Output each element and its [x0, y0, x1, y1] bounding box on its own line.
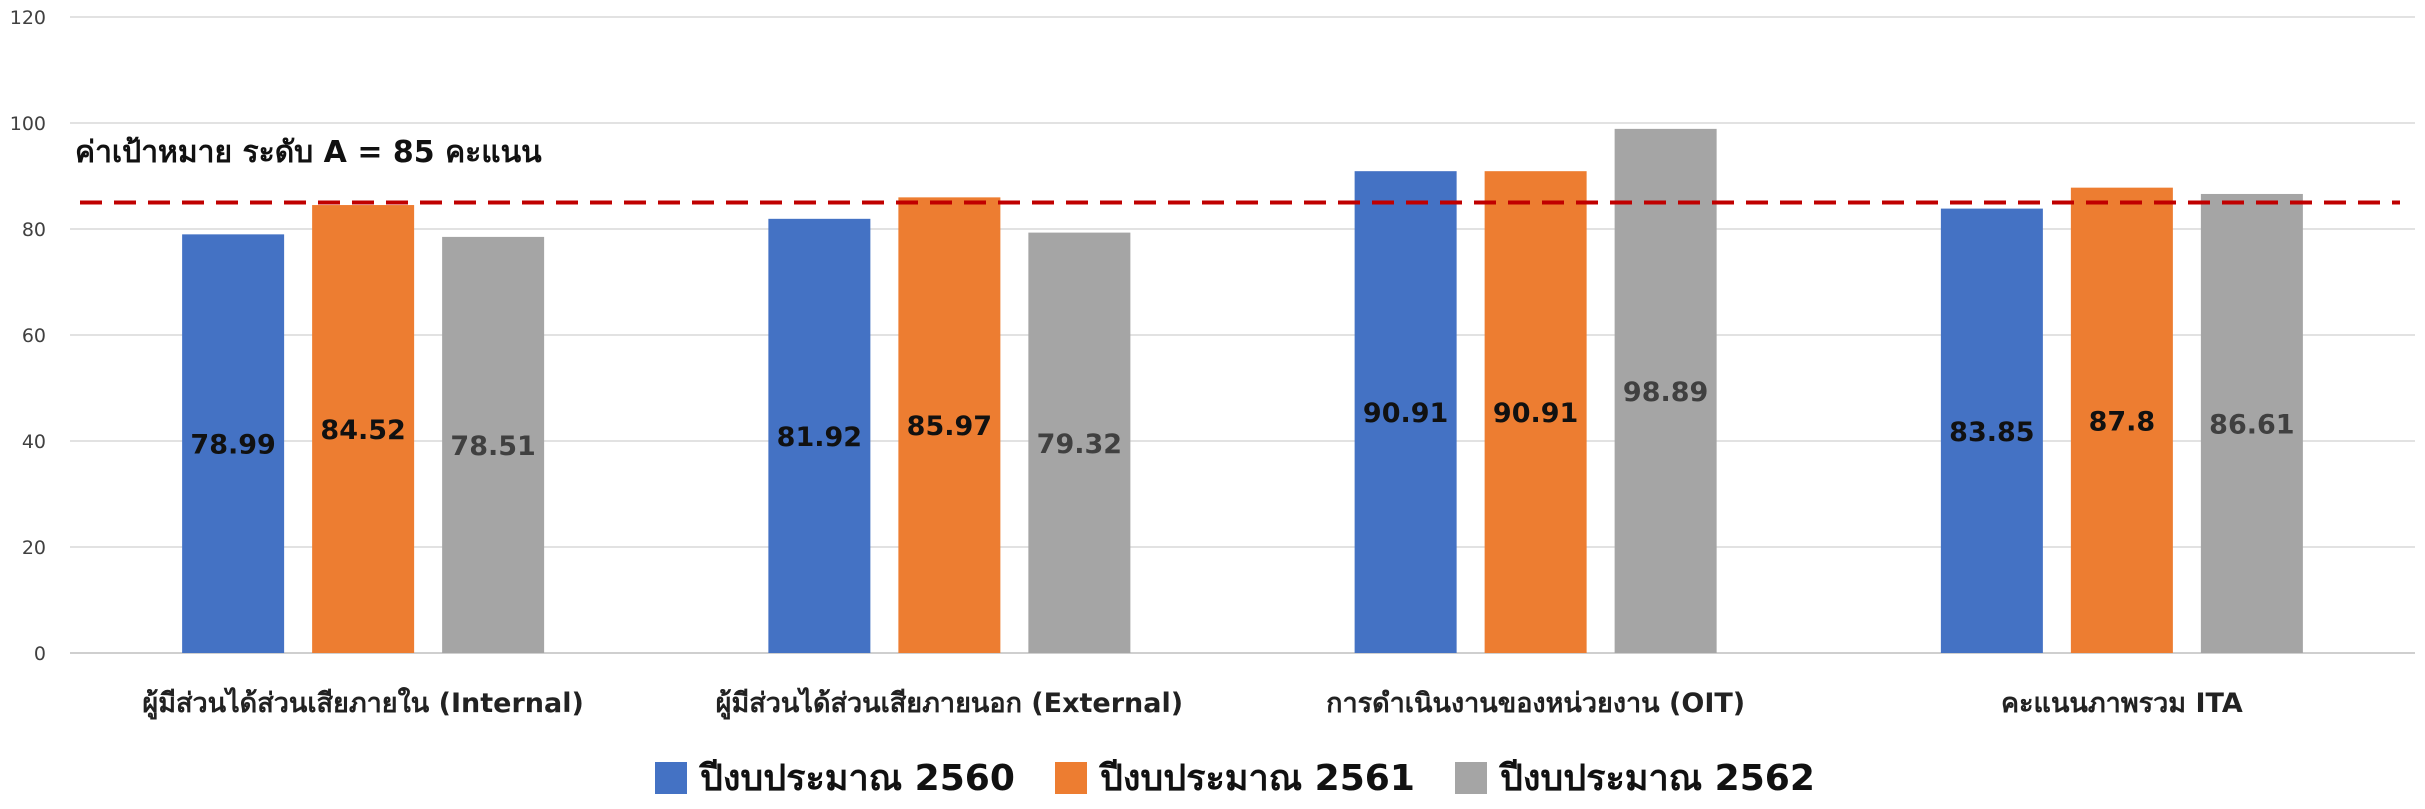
bar	[182, 234, 285, 653]
bar	[312, 205, 415, 653]
data-label: 90.91	[1363, 398, 1448, 429]
legend-label: ปีงบประมาณ 2561	[1098, 758, 1415, 799]
bar	[1354, 171, 1457, 653]
bar	[1028, 232, 1131, 653]
data-label: 79.32	[1037, 429, 1122, 460]
legend-swatch	[655, 762, 687, 794]
category-label: ผู้มีส่วนได้ส่วนเสียภายนอก (External)	[716, 687, 1183, 720]
y-tick-label: 20	[22, 537, 46, 559]
y-tick-label: 60	[22, 325, 46, 347]
bar	[1614, 128, 1717, 653]
legend-swatch	[1455, 762, 1487, 794]
data-label: 78.51	[450, 431, 535, 462]
bar	[1484, 171, 1587, 653]
bar	[768, 218, 871, 653]
category-label: การดำเนินงานของหน่วยงาน (OIT)	[1326, 688, 1745, 719]
legend-label: ปีงบประมาณ 2560	[698, 758, 1015, 799]
y-tick-label: 0	[34, 643, 46, 665]
y-tick-label: 80	[22, 219, 46, 241]
bar	[1940, 208, 2043, 653]
legend-label: ปีงบประมาณ 2562	[1498, 758, 1815, 799]
category-label: คะแนนภาพรวม ITA	[2001, 688, 2243, 719]
data-label: 84.52	[320, 415, 405, 446]
data-label: 98.89	[1623, 377, 1708, 408]
data-label: 83.85	[1949, 417, 2034, 448]
data-label: 78.99	[190, 430, 275, 461]
category-label: ผู้มีส่วนได้ส่วนเสียภายใน (Internal)	[142, 687, 583, 720]
bar	[2070, 187, 2173, 653]
data-label: 87.8	[2089, 406, 2156, 437]
reference-line-label: ค่าเป้าหมาย ระดับ A = 85 คะแนน	[75, 135, 542, 170]
legend-swatch	[1055, 762, 1087, 794]
data-label: 81.92	[777, 422, 862, 453]
data-label: 90.91	[1493, 398, 1578, 429]
y-tick-label: 40	[22, 431, 46, 453]
data-label: 85.97	[907, 411, 992, 442]
y-tick-label: 120	[10, 7, 46, 29]
bar	[442, 236, 545, 653]
y-tick-label: 100	[10, 113, 46, 135]
bar	[2200, 193, 2303, 654]
bar	[898, 197, 1001, 653]
data-label: 86.61	[2209, 409, 2294, 440]
